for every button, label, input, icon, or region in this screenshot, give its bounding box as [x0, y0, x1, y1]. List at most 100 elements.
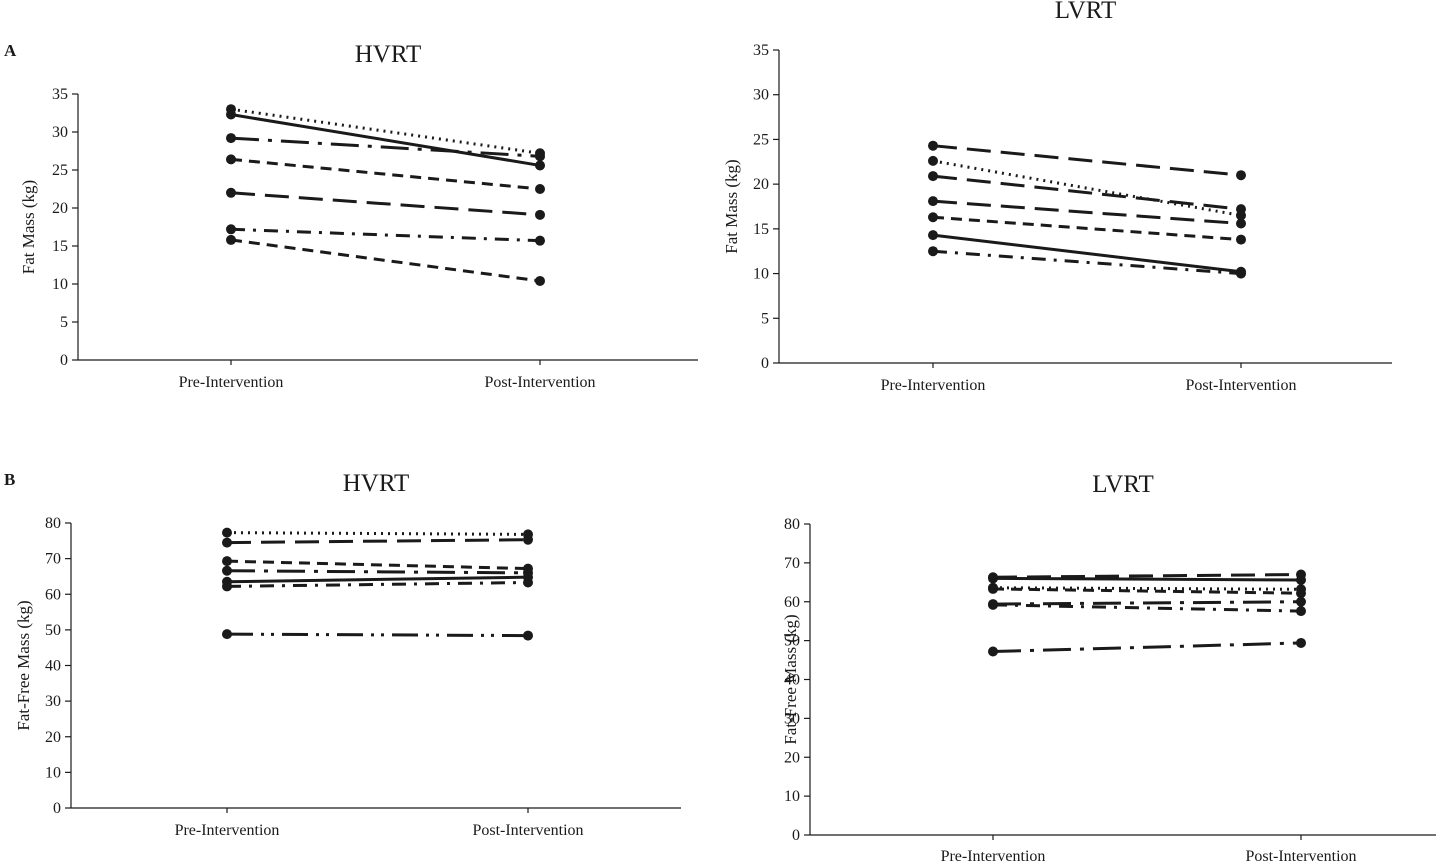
chart-title: LVRT [1092, 471, 1153, 498]
data-point [1296, 574, 1306, 585]
series-line [932, 199, 1242, 225]
x-category-label: Post-Intervention [484, 374, 595, 391]
data-point [222, 556, 232, 567]
series-line [932, 144, 1242, 177]
series-line [226, 531, 529, 536]
y-tick-label: 20 [753, 176, 769, 193]
data-point [1236, 268, 1246, 279]
y-tick-label: 15 [52, 238, 68, 255]
data-point [988, 583, 998, 594]
y-tick-label: 0 [792, 827, 800, 844]
data-point [226, 187, 236, 198]
series-line [932, 233, 1242, 274]
x-category-label: Post-Intervention [1185, 377, 1296, 394]
data-point [535, 235, 545, 246]
series-1 [928, 140, 1246, 181]
y-tick-label: 0 [60, 352, 68, 369]
y-tick-label: 25 [753, 131, 769, 148]
series-1 [222, 527, 533, 540]
data-point [1236, 170, 1246, 181]
data-point [1296, 637, 1306, 648]
y-tick-label: 5 [60, 314, 68, 331]
series-line [992, 600, 1302, 606]
y-tick-label: 70 [784, 555, 800, 572]
y-tick-label: 20 [784, 749, 800, 766]
y-tick-label: 80 [45, 515, 61, 532]
data-point [928, 171, 938, 182]
y-tick-label: 30 [45, 693, 61, 710]
series-line [992, 573, 1302, 579]
y-tick-label: 35 [52, 86, 68, 103]
series-7 [222, 629, 533, 641]
chart-title: HVRT [355, 41, 422, 68]
y-tick-label: 80 [784, 516, 800, 533]
series-line [230, 238, 541, 283]
data-point [226, 109, 236, 120]
series-6 [222, 577, 533, 592]
chart-title: HVRT [343, 470, 410, 497]
data-point [523, 630, 533, 641]
y-axis-label: Fat-Free Mass (kg) [14, 600, 33, 730]
series-line [992, 576, 1302, 582]
series-line [226, 559, 529, 571]
y-tick-label: 35 [753, 42, 769, 59]
data-point [928, 246, 938, 257]
data-point [523, 577, 533, 588]
series-line [226, 632, 529, 638]
data-point [226, 133, 236, 144]
series-line [230, 227, 541, 243]
series-6 [226, 224, 545, 246]
y-tick-label: 10 [52, 276, 68, 293]
data-point [222, 527, 232, 538]
y-tick-label: 0 [761, 355, 769, 372]
series-7 [988, 637, 1306, 657]
series-line [992, 587, 1302, 595]
data-point [226, 224, 236, 235]
series-2 [988, 573, 1306, 585]
y-tick-label: 10 [45, 764, 61, 781]
data-point [928, 140, 938, 151]
series-line [230, 157, 541, 191]
series-6 [988, 599, 1306, 617]
series-2 [222, 534, 533, 548]
series-3 [226, 133, 545, 162]
data-point [928, 196, 938, 207]
series-2 [226, 109, 545, 171]
series-line [226, 580, 529, 588]
chart-title: LVRT [1055, 0, 1116, 24]
data-point [988, 573, 998, 584]
y-tick-label: 15 [753, 221, 769, 238]
series-line [992, 586, 1302, 591]
series-line [992, 603, 1302, 613]
data-point [535, 184, 545, 194]
y-tick-label: 30 [753, 87, 769, 104]
series-line [230, 191, 541, 217]
y-axis-label: Fat Mass (kg) [722, 159, 741, 253]
y-tick-label: 50 [45, 622, 61, 639]
chart-fat-mass-hvrt: HVRT 0 5 10 15 20 25 30 35 Fat Mass (kg) Pre-Inter… [19, 41, 698, 391]
series-line [932, 174, 1242, 211]
y-tick-label: 10 [784, 788, 800, 805]
series-7 [928, 246, 1246, 279]
data-point [1296, 606, 1306, 617]
y-tick-label: 40 [45, 658, 61, 675]
series-line [230, 113, 541, 167]
series-line [992, 641, 1302, 654]
series-1 [226, 104, 545, 159]
data-point [222, 537, 232, 548]
series-line [226, 538, 529, 545]
y-tick-label: 70 [45, 551, 61, 568]
chart-fat-mass-lvrt: LVRT 0 5 10 15 20 25 30 35 Fat Mass (kg) Pre-Inter… [722, 0, 1392, 394]
data-point [535, 160, 545, 171]
y-tick-label: 5 [761, 310, 769, 327]
data-point [535, 209, 545, 220]
series-4 [928, 196, 1246, 229]
series-line [226, 575, 529, 584]
data-point [928, 155, 938, 166]
y-tick-label: 20 [45, 729, 61, 746]
x-category-label: Post-Intervention [1245, 848, 1356, 863]
data-point [1236, 204, 1246, 215]
chart-fat-free-mass-hvrt: HVRT 0 10 20 30 40 50 60 70 80 Fat-Free Mass (kg) P… [14, 470, 681, 839]
series-5 [928, 212, 1246, 245]
